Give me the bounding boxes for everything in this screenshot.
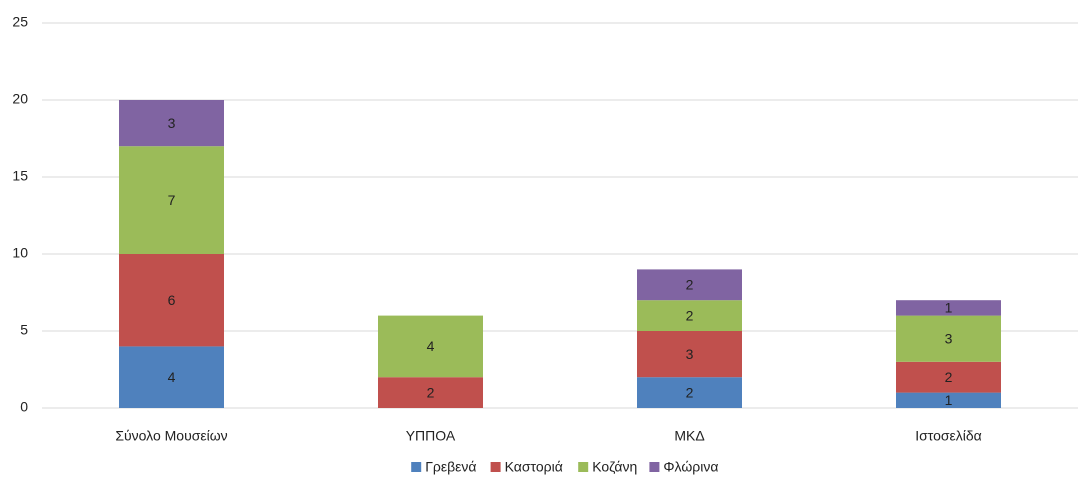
bar-segment: [637, 300, 742, 331]
legend-label: Γρεβενά: [425, 459, 476, 475]
data-label: 3: [945, 330, 953, 346]
x-tick-label: Σύνολο Μουσείων: [115, 428, 227, 444]
bar-segment: [637, 269, 742, 301]
data-label: 2: [945, 369, 953, 385]
bar-segment: [637, 377, 742, 408]
y-tick-label: 15: [12, 168, 28, 184]
legend-label: Καστοριά: [505, 459, 563, 475]
bar-segment: [896, 315, 1001, 362]
bar-segment: [119, 100, 224, 147]
legend-swatch: [649, 462, 660, 472]
legend-label: Φλώρινα: [663, 459, 718, 475]
y-tick-label: 5: [20, 322, 28, 338]
x-tick-label: Ιστοσελίδα: [915, 428, 982, 444]
legend-swatch: [490, 462, 501, 472]
legend-swatch: [411, 462, 422, 472]
y-tick-label: 0: [20, 399, 28, 415]
bar-segment: [378, 315, 483, 378]
x-tick-label: ΜΚΔ: [674, 428, 704, 444]
data-label: 1: [945, 300, 953, 316]
data-label: 6: [168, 292, 176, 308]
x-tick-label: ΥΠΠΟΑ: [406, 428, 456, 444]
data-label: 2: [686, 277, 694, 293]
legend-label: Κοζάνη: [592, 459, 637, 475]
y-tick-label: 10: [12, 245, 28, 261]
y-tick-label: 20: [12, 91, 28, 107]
bar-segment: [119, 146, 224, 254]
legend-swatch: [578, 462, 589, 472]
data-label: 4: [427, 338, 435, 354]
bar-segment: [896, 392, 1001, 408]
bar-segment: [119, 346, 224, 408]
data-label: 7: [168, 192, 176, 208]
data-label: 2: [427, 384, 435, 400]
data-label: 4: [168, 369, 176, 385]
data-label: 3: [168, 115, 176, 131]
bar-segment: [637, 331, 742, 378]
bar-segment: [896, 300, 1001, 316]
data-label: 2: [686, 307, 694, 323]
bar-segment: [378, 377, 483, 408]
data-label: 3: [686, 346, 694, 362]
data-label: 2: [686, 384, 694, 400]
y-tick-label: 25: [12, 14, 28, 30]
bar-segment: [119, 254, 224, 347]
data-label: 1: [945, 392, 953, 408]
bar-segment: [896, 361, 1001, 393]
